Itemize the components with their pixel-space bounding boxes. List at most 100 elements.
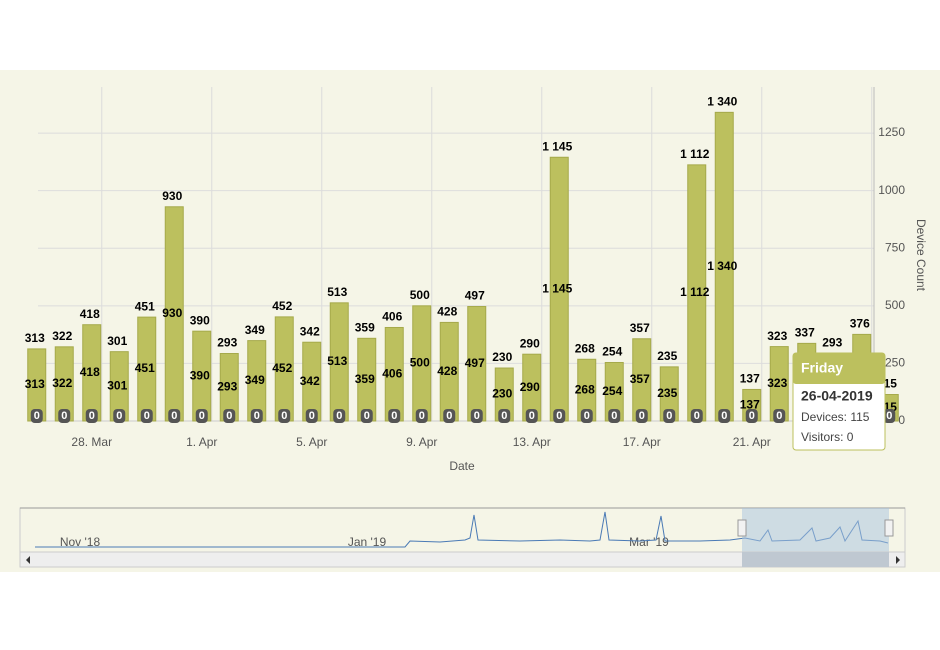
y-tick-label: 0 bbox=[898, 413, 905, 427]
zero-badge bbox=[773, 409, 786, 423]
data-label: 254 bbox=[602, 345, 622, 359]
zero-badge bbox=[305, 409, 318, 423]
zero-badge bbox=[745, 409, 758, 423]
y-tick-label: 750 bbox=[885, 240, 905, 254]
tooltip-date: 26-04-2019 bbox=[801, 388, 873, 404]
data-label: 0 bbox=[776, 410, 782, 422]
x-tick-label: 5. Apr bbox=[296, 435, 327, 449]
tooltip-line: Visitors: 0 bbox=[801, 430, 854, 444]
data-label: 137 bbox=[740, 372, 760, 386]
scrollbar-thumb[interactable] bbox=[742, 552, 889, 567]
data-label: 230 bbox=[492, 350, 512, 364]
data-label: 0 bbox=[639, 410, 645, 422]
data-label-inner: 418 bbox=[80, 365, 100, 379]
data-label: 0 bbox=[254, 410, 260, 422]
zero-badge bbox=[608, 409, 621, 423]
x-axis-title: Date bbox=[449, 459, 475, 473]
data-label-inner: 497 bbox=[465, 356, 485, 370]
data-label: 1 145 bbox=[542, 139, 572, 153]
data-label-inner: 406 bbox=[382, 366, 402, 380]
zero-badge bbox=[195, 409, 208, 423]
zero-badge bbox=[140, 409, 153, 423]
data-label: 0 bbox=[336, 410, 342, 422]
navigator-selection[interactable] bbox=[742, 508, 889, 552]
data-label-inner: 451 bbox=[135, 361, 155, 375]
data-label: 323 bbox=[767, 329, 787, 343]
y-tick-label: 1250 bbox=[878, 125, 905, 139]
zero-badge bbox=[525, 409, 538, 423]
zero-badge bbox=[690, 409, 703, 423]
data-label-inner: 1 112 bbox=[680, 285, 710, 299]
scroll-right[interactable] bbox=[896, 556, 900, 564]
data-label: 0 bbox=[501, 410, 507, 422]
y-tick-label: 1000 bbox=[878, 183, 905, 197]
data-label-inner: 513 bbox=[327, 354, 347, 368]
data-label: 357 bbox=[630, 321, 650, 335]
data-label: 0 bbox=[61, 410, 67, 422]
navigator-handle[interactable] bbox=[737, 519, 747, 537]
data-label: 359 bbox=[355, 320, 375, 334]
data-label: 0 bbox=[226, 410, 232, 422]
data-label-inner: 452 bbox=[272, 361, 292, 375]
data-label: 930 bbox=[162, 189, 182, 203]
plot: 0 250 500 750 1000 1250 28. Mar 1. Apr 5. Apr 9. … bbox=[25, 87, 905, 449]
data-label: 513 bbox=[327, 285, 347, 299]
data-label: 337 bbox=[795, 326, 815, 340]
data-label: 0 bbox=[666, 410, 672, 422]
data-label: 0 bbox=[584, 410, 590, 422]
data-label-inner: 268 bbox=[575, 382, 595, 396]
zero-badge bbox=[415, 409, 428, 423]
scrollbar-track[interactable] bbox=[19, 551, 906, 568]
data-label: 0 bbox=[886, 410, 892, 422]
zero-badge bbox=[113, 409, 126, 423]
data-label: 293 bbox=[217, 336, 237, 350]
x-tick-label: 28. Mar bbox=[71, 435, 112, 449]
data-label-inner: 390 bbox=[190, 368, 210, 382]
zero-badge bbox=[635, 409, 648, 423]
data-label: 406 bbox=[382, 310, 402, 324]
data-label: 0 bbox=[171, 410, 177, 422]
data-label: 0 bbox=[419, 410, 425, 422]
navigator-handle[interactable] bbox=[884, 519, 894, 537]
x-tick-label: 21. Apr bbox=[733, 435, 771, 449]
zero-badge bbox=[223, 409, 236, 423]
tooltip-day: Friday bbox=[801, 360, 843, 376]
data-label: 293 bbox=[822, 336, 842, 350]
tooltip-header bbox=[793, 353, 885, 384]
data-label: 0 bbox=[721, 410, 727, 422]
data-label: 268 bbox=[575, 341, 595, 355]
data-label: 290 bbox=[520, 336, 540, 350]
data-label-inner: 1 145 bbox=[542, 281, 572, 295]
zero-badge bbox=[360, 409, 373, 423]
y-tick-label: 250 bbox=[885, 356, 905, 370]
data-label-inner: 235 bbox=[657, 386, 677, 400]
data-label: 0 bbox=[556, 410, 562, 422]
data-label: 1 340 bbox=[707, 95, 737, 109]
zero-badge bbox=[663, 409, 676, 423]
data-label: 390 bbox=[190, 313, 210, 327]
x-tick-label: 9. Apr bbox=[406, 435, 437, 449]
data-label: 0 bbox=[694, 410, 700, 422]
zero-badge bbox=[718, 409, 731, 423]
x-tick-label: 17. Apr bbox=[623, 435, 661, 449]
data-label-inner: 930 bbox=[162, 306, 182, 320]
data-label-inner: 137 bbox=[740, 397, 760, 411]
data-label-inner: 357 bbox=[630, 372, 650, 386]
zero-badge bbox=[883, 409, 896, 423]
data-label: 0 bbox=[144, 410, 150, 422]
data-label: 0 bbox=[89, 410, 95, 422]
data-label-inner: 1 340 bbox=[707, 259, 737, 273]
data-label: 0 bbox=[34, 410, 40, 422]
zero-badge bbox=[333, 409, 346, 423]
data-label: 313 bbox=[25, 331, 45, 345]
scroll-left[interactable] bbox=[26, 556, 30, 564]
data-label: 342 bbox=[300, 324, 320, 338]
y-tick-label: 500 bbox=[885, 298, 905, 312]
zero-badge bbox=[498, 409, 511, 423]
data-label: 0 bbox=[199, 410, 205, 422]
zero-badge bbox=[553, 409, 566, 423]
data-label-inner: 349 bbox=[245, 373, 265, 387]
data-label: 0 bbox=[474, 410, 480, 422]
tooltip: Friday 26-04-2019 Devices: 115 Visitors:… bbox=[792, 352, 886, 451]
